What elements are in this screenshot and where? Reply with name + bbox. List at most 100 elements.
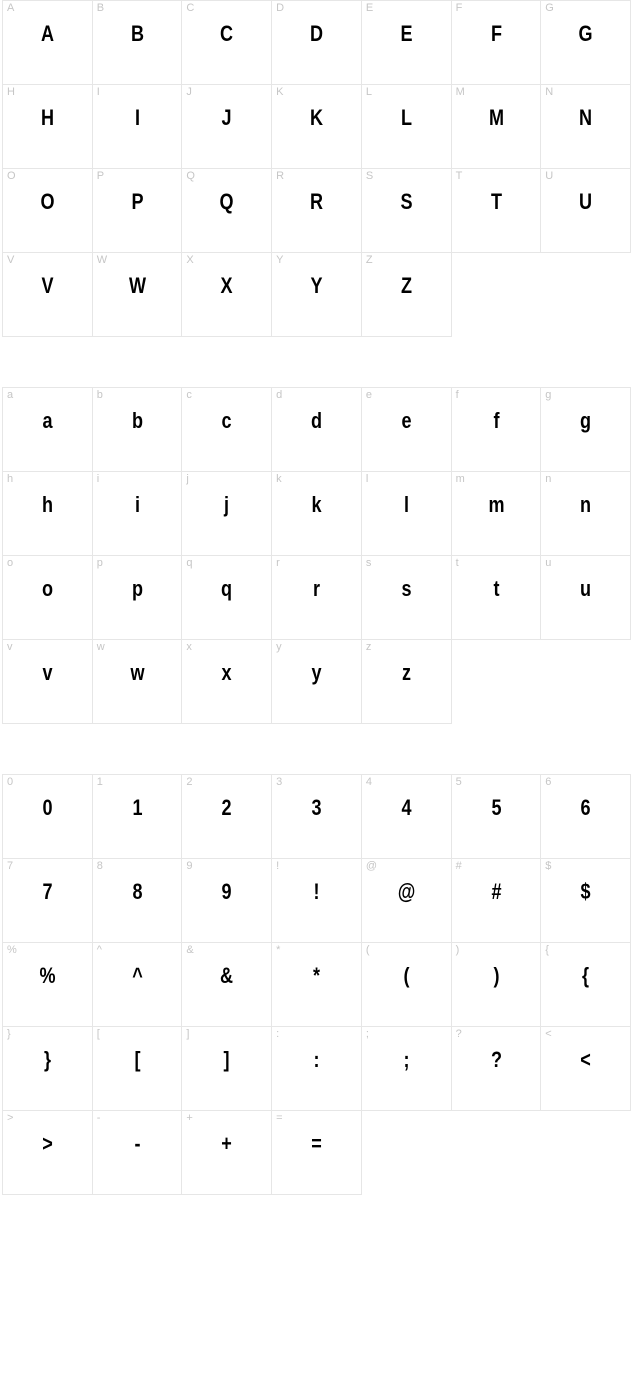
glyph-cell: $$ xyxy=(541,859,631,943)
glyph-display: n xyxy=(549,494,622,516)
glyph-cell: hh xyxy=(3,472,93,556)
glyph-key-label: h xyxy=(7,474,13,485)
glyph-cell: zz xyxy=(362,640,452,724)
glyph-display: J xyxy=(190,107,263,129)
glyph-cell: >> xyxy=(3,1111,93,1195)
glyph-display: < xyxy=(549,1049,622,1071)
glyph-display: V xyxy=(11,275,84,297)
glyph-cell: DD xyxy=(272,1,362,85)
glyph-cell: aa xyxy=(3,388,93,472)
glyph-key-label: 3 xyxy=(276,777,282,788)
glyph-key-label: u xyxy=(545,558,551,569)
glyph-key-label: + xyxy=(186,1113,192,1124)
glyph-key-label: 6 xyxy=(545,777,551,788)
glyph-cell: && xyxy=(182,943,272,1027)
glyph-display: s xyxy=(370,578,443,600)
glyph-key-label: & xyxy=(186,945,193,956)
glyph-cell: JJ xyxy=(182,85,272,169)
glyph-display: ? xyxy=(460,1049,533,1071)
glyph-display: P xyxy=(101,191,174,213)
glyph-cell: RR xyxy=(272,169,362,253)
glyph-cell: YY xyxy=(272,253,362,337)
glyph-cell: xx xyxy=(182,640,272,724)
character-map-page: AABBCCDDEEFFGGHHIIJJKKLLMMNNOOPPQQRRSSTT… xyxy=(0,0,640,1400)
glyph-display: w xyxy=(101,662,174,684)
glyph-display: d xyxy=(280,410,353,432)
glyph-key-label: q xyxy=(186,558,192,569)
glyph-cell: CC xyxy=(182,1,272,85)
glyph-key-label: : xyxy=(276,1029,279,1040)
glyph-key-label: Q xyxy=(186,171,195,182)
glyph-cell: HH xyxy=(3,85,93,169)
glyph-key-label: N xyxy=(545,87,553,98)
glyph-display: m xyxy=(460,494,533,516)
glyph-display: z xyxy=(370,662,443,684)
glyph-cell: XX xyxy=(182,253,272,337)
glyph-display: f xyxy=(460,410,533,432)
glyph-display: 9 xyxy=(190,881,263,903)
glyph-key-label: } xyxy=(7,1029,11,1040)
glyph-cell: 00 xyxy=(3,775,93,859)
glyph-key-label: n xyxy=(545,474,551,485)
glyph-key-label: 5 xyxy=(456,777,462,788)
glyph-cell: FF xyxy=(452,1,542,85)
glyph-display: 4 xyxy=(370,797,443,819)
glyph-cell: ## xyxy=(452,859,542,943)
glyph-cell: SS xyxy=(362,169,452,253)
glyph-cell: mm xyxy=(452,472,542,556)
glyph-key-label: X xyxy=(186,255,193,266)
glyph-cell: UU xyxy=(541,169,631,253)
glyph-display: 8 xyxy=(101,881,174,903)
glyph-display: Y xyxy=(280,275,353,297)
glyph-cell: VV xyxy=(3,253,93,337)
glyph-display: 6 xyxy=(549,797,622,819)
glyph-cell: 22 xyxy=(182,775,272,859)
glyph-key-label: = xyxy=(276,1113,282,1124)
glyph-cell: WW xyxy=(93,253,183,337)
glyph-display: N xyxy=(549,107,622,129)
glyph-cell: )) xyxy=(452,943,542,1027)
glyph-key-label: V xyxy=(7,255,14,266)
glyph-display: W xyxy=(101,275,174,297)
glyph-key-label: l xyxy=(366,474,368,485)
glyph-key-label: k xyxy=(276,474,282,485)
glyph-key-label: O xyxy=(7,171,16,182)
glyph-cell: 44 xyxy=(362,775,452,859)
glyph-key-label: ! xyxy=(276,861,279,872)
glyph-key-label: M xyxy=(456,87,465,98)
glyph-cell: << xyxy=(541,1027,631,1111)
glyph-key-label: 0 xyxy=(7,777,13,788)
glyph-cell: ** xyxy=(272,943,362,1027)
glyph-grid: aabbccddeeffgghhiijjkkllmmnnooppqqrrsstt… xyxy=(2,387,631,724)
glyph-cell: %% xyxy=(3,943,93,1027)
glyph-key-label: S xyxy=(366,171,373,182)
glyph-display: ( xyxy=(370,965,443,987)
glyph-key-label: y xyxy=(276,642,282,653)
glyph-display: X xyxy=(190,275,263,297)
glyph-cell: {{ xyxy=(541,943,631,1027)
glyph-display: M xyxy=(460,107,533,129)
glyph-cell: bb xyxy=(93,388,183,472)
glyph-display: > xyxy=(11,1133,84,1155)
glyph-cell: yy xyxy=(272,640,362,724)
glyph-cell-empty xyxy=(452,1111,542,1195)
glyph-cell: ;; xyxy=(362,1027,452,1111)
glyph-key-label: E xyxy=(366,3,373,14)
glyph-display: = xyxy=(280,1133,353,1155)
glyph-display: * xyxy=(280,965,353,987)
glyph-display: p xyxy=(101,578,174,600)
glyph-cell: 55 xyxy=(452,775,542,859)
glyph-key-label: % xyxy=(7,945,17,956)
glyph-key-label: f xyxy=(456,390,459,401)
glyph-display: t xyxy=(460,578,533,600)
glyph-key-label: J xyxy=(186,87,192,98)
glyph-key-label: j xyxy=(186,474,188,485)
glyph-key-label: d xyxy=(276,390,282,401)
glyph-display: g xyxy=(549,410,622,432)
glyph-key-label: G xyxy=(545,3,554,14)
glyph-display: + xyxy=(190,1133,263,1155)
glyph-display: ! xyxy=(280,881,353,903)
glyph-key-label: W xyxy=(97,255,107,266)
glyph-display: b xyxy=(101,410,174,432)
glyph-grid: AABBCCDDEEFFGGHHIIJJKKLLMMNNOOPPQQRRSSTT… xyxy=(2,0,631,337)
